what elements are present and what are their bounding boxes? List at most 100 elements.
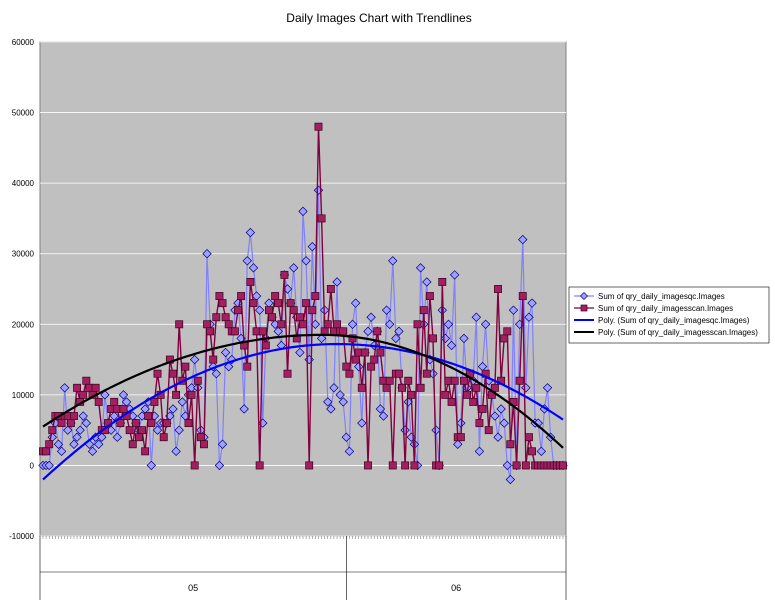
data-point-scan (512, 461, 521, 470)
data-point-scan (209, 355, 218, 364)
data-point-qc (449, 270, 460, 280)
data-point-scan (506, 440, 515, 449)
data-point-qc (202, 249, 212, 259)
data-point-qc (347, 319, 358, 329)
data-point-qc (508, 305, 519, 315)
data-point-scan (295, 313, 304, 322)
data-point-qc (214, 460, 225, 471)
data-point-scan (258, 327, 267, 336)
legend: Sum of qry_daily_imagesqc.Images Sum of q… (568, 286, 770, 344)
data-point-qc (332, 277, 342, 287)
data-point-scan (472, 383, 481, 392)
data-point-scan (515, 376, 524, 385)
y-tick-label: 30000 (12, 250, 35, 259)
data-point-qc (341, 432, 352, 442)
data-point-scan (360, 348, 369, 357)
legend-label: Poly. (Sum of qry_daily_imagesscan.Image… (598, 328, 758, 337)
data-point-scan (385, 376, 394, 385)
series (38, 122, 568, 485)
data-point-scan (456, 433, 465, 442)
data-point-qc (381, 305, 392, 315)
data-point-scan (413, 320, 422, 329)
data-point-qc (335, 390, 345, 400)
data-point-qc (357, 418, 367, 428)
data-point-scan (42, 447, 51, 456)
month-label: 05 (188, 583, 198, 593)
y-tick-label: 20000 (12, 320, 35, 329)
data-point-scan (144, 412, 153, 420)
data-point-scan (305, 461, 314, 470)
data-point-qc (75, 425, 85, 435)
data-point-qc (453, 439, 463, 449)
data-point-qc (490, 411, 500, 421)
data-point-scan (169, 369, 177, 378)
data-point-scan (494, 285, 502, 293)
data-point-qc (391, 333, 401, 344)
y-tick-label: 40000 (12, 179, 35, 188)
data-point-scan (326, 285, 335, 293)
data-point-qc (53, 439, 64, 449)
data-point-scan (181, 362, 190, 371)
data-point-qc (499, 418, 509, 428)
data-point-scan (203, 320, 211, 329)
data-point-scan (469, 397, 478, 406)
data-point-qc (78, 411, 88, 421)
data-point-qc (375, 404, 386, 414)
data-point-scan (193, 376, 202, 385)
data-point-scan (339, 327, 348, 336)
data-point-scan (382, 383, 391, 392)
data-point-qc (242, 256, 252, 266)
data-point-qc (177, 397, 187, 407)
data-point-scan (184, 419, 193, 428)
data-point-qc (394, 326, 404, 337)
data-point-qc (112, 432, 122, 442)
data-point-qc (350, 298, 361, 308)
data-point-qc (59, 383, 70, 393)
data-point-qc (298, 206, 308, 217)
data-point-scan (302, 299, 311, 308)
data-point-scan (521, 461, 530, 470)
data-point-qc (329, 383, 339, 393)
data-point-qc (254, 305, 265, 315)
data-point-scan (373, 327, 382, 336)
data-point-qc (273, 326, 283, 337)
data-point-qc (301, 256, 311, 266)
data-point-scan (388, 461, 397, 470)
data-point-scan (94, 397, 103, 406)
data-point-qc (208, 361, 218, 372)
data-point-scan (66, 419, 75, 428)
trendlines (42, 333, 564, 481)
data-point-scan (110, 397, 119, 406)
x-axis-ticks (42, 536, 564, 539)
data-point-qc (496, 404, 506, 414)
data-point-scan (135, 433, 143, 442)
data-point-qc (524, 312, 534, 322)
data-point-qc (366, 312, 376, 322)
data-point-scan (357, 383, 366, 392)
data-point-scan (410, 461, 419, 470)
data-point-qc (338, 397, 348, 407)
legend-marker (580, 304, 588, 312)
data-point-scan (234, 306, 242, 315)
data-point-scan (460, 376, 468, 385)
data-point-qc (493, 432, 503, 442)
data-point-qc (118, 390, 129, 400)
data-point-scan (323, 320, 332, 329)
data-point-scan (265, 306, 273, 315)
y-tick-label: -10000 (9, 532, 34, 541)
data-point-qc (527, 298, 537, 308)
data-point-scan (48, 426, 57, 435)
legend-box (568, 286, 770, 344)
data-point-qc (363, 326, 373, 337)
data-point-qc (220, 347, 231, 358)
data-point-qc (152, 425, 163, 435)
y-tick-label: 0 (30, 461, 35, 470)
data-point-qc (174, 425, 184, 435)
data-point-scan (441, 390, 450, 399)
legend-label: Sum of qry_daily_imagesqc.Images (598, 292, 725, 301)
data-point-qc (502, 460, 512, 471)
data-point-scan (190, 461, 199, 470)
data-point-scan (138, 426, 146, 435)
data-point-scan (271, 292, 280, 301)
data-point-qc (459, 333, 469, 344)
